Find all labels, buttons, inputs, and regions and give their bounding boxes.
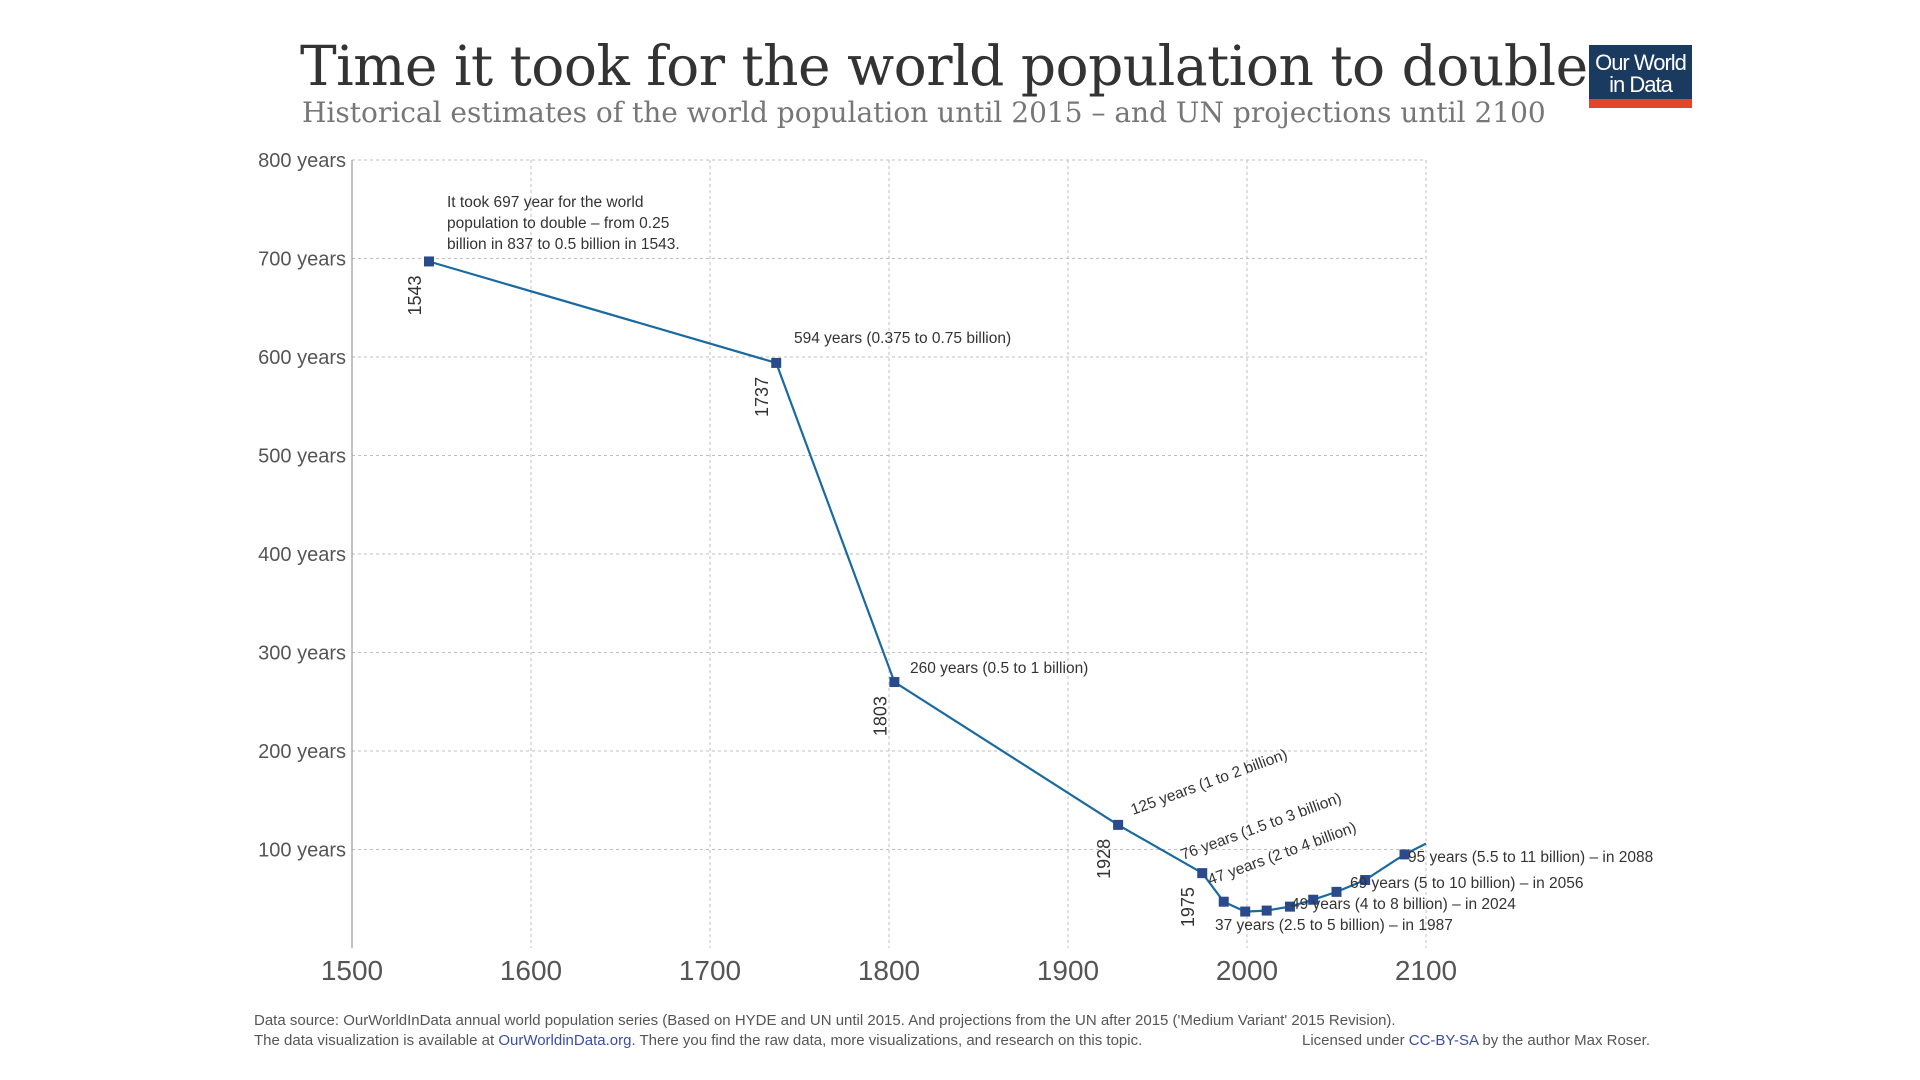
annotation: 125 years (1 to 2 billion) xyxy=(1129,746,1290,819)
annotation-text: 37 years (2.5 to 5 billion) – in 1987 xyxy=(1215,917,1453,934)
data-point-marker xyxy=(771,357,782,368)
footer-availability-post: . There you find the raw data, more visu… xyxy=(631,1032,1143,1049)
annotation-text: 594 years (0.375 to 0.75 billion) xyxy=(794,330,1011,347)
annotation: 260 years (0.5 to 1 billion) xyxy=(910,660,1088,677)
data-point-marker xyxy=(1360,875,1371,886)
data-point-marker xyxy=(1399,849,1410,860)
data-point-marker xyxy=(1308,894,1319,905)
x-tick-label: 1500 xyxy=(321,955,383,986)
annotation-text: 95 years (5.5 to 11 billion) – in 2088 xyxy=(1408,849,1653,866)
data-point-marker xyxy=(1240,906,1251,917)
annotation-text: population to double – from 0.25 xyxy=(447,215,669,232)
annotation-text: 49 years (4 to 8 billion) – in 2024 xyxy=(1291,896,1516,913)
data-point-marker xyxy=(423,256,434,267)
footer-availability: The data visualization is available at O… xyxy=(254,1032,1694,1052)
year-label: 1543 xyxy=(405,275,425,315)
x-tick-label: 1800 xyxy=(858,955,920,986)
annotation: 49 years (4 to 8 billion) – in 2024 xyxy=(1291,896,1516,913)
owid-logo[interactable]: Our World in Data xyxy=(1589,45,1692,108)
year-label: 1975 xyxy=(1178,887,1198,927)
data-point-marker xyxy=(1113,819,1124,830)
data-point-marker xyxy=(1197,868,1208,879)
y-tick-label: 300 years xyxy=(258,643,346,665)
y-tick-label: 600 years xyxy=(258,347,346,369)
footer-license: Licensed under CC-BY-SA by the author Ma… xyxy=(1302,1032,1650,1049)
y-tick-label: 400 years xyxy=(258,544,346,566)
data-point-marker xyxy=(1218,896,1229,907)
footer-source: Data source: OurWorldInData annual world… xyxy=(254,1012,1396,1029)
year-label: 1928 xyxy=(1094,839,1114,879)
x-tick-label: 2100 xyxy=(1395,955,1457,986)
chart-title: Time it took for the world population to… xyxy=(300,34,1588,98)
annotation-text: 69 years (5 to 10 billion) – in 2056 xyxy=(1350,875,1584,892)
license-post: by the author Max Roser. xyxy=(1478,1032,1650,1049)
license-pre: Licensed under xyxy=(1302,1032,1409,1049)
logo-line-2: in Data xyxy=(1609,72,1673,97)
annotation: It took 697 year for the world population… xyxy=(447,194,680,253)
annotation: 37 years (2.5 to 5 billion) – in 1987 xyxy=(1215,917,1453,934)
x-tick-label: 2000 xyxy=(1216,955,1278,986)
x-tick-label: 1700 xyxy=(679,955,741,986)
license-link[interactable]: CC-BY-SA xyxy=(1408,1032,1479,1049)
data-point-marker xyxy=(1261,905,1272,916)
x-tick-label: 1600 xyxy=(500,955,562,986)
y-tick-label: 100 years xyxy=(258,840,346,862)
y-tick-label: 800 years xyxy=(258,150,346,172)
line-chart: 100 years 200 years 300 years 400 years 500 … xyxy=(258,150,1653,986)
logo-accent-bar xyxy=(1589,99,1692,108)
annotation: 69 years (5 to 10 billion) – in 2056 xyxy=(1350,875,1584,892)
y-tick-label: 700 years xyxy=(258,249,346,271)
chart-subtitle: Historical estimates of the world popula… xyxy=(302,96,1546,129)
data-point-marker xyxy=(1284,901,1295,912)
owid-link[interactable]: OurWorldinData.org xyxy=(498,1032,632,1049)
y-tick-label: 200 years xyxy=(258,741,346,763)
year-label: 1803 xyxy=(870,696,890,736)
logo-line-1: Our World xyxy=(1595,50,1687,75)
footer: Data source: OurWorldInData annual world… xyxy=(254,1012,1694,1052)
footer-availability-pre: The data visualization is available at xyxy=(254,1032,499,1049)
data-point-marker xyxy=(889,677,900,688)
annotation-text: billion in 837 to 0.5 billion in 1543. xyxy=(447,236,680,253)
year-label: 1737 xyxy=(752,377,772,417)
x-tick-label: 1900 xyxy=(1037,955,1099,986)
y-tick-label: 500 years xyxy=(258,446,346,468)
annotation-text: It took 697 year for the world xyxy=(447,194,643,211)
annotation-text: 260 years (0.5 to 1 billion) xyxy=(910,660,1088,677)
annotation: 95 years (5.5 to 11 billion) – in 2088 xyxy=(1408,849,1653,866)
annotation-text: 125 years (1 to 2 billion) xyxy=(1129,746,1290,819)
data-point-marker xyxy=(1331,886,1342,897)
annotation: 594 years (0.375 to 0.75 billion) xyxy=(794,330,1011,347)
